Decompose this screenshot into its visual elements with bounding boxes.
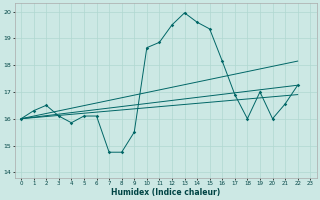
X-axis label: Humidex (Indice chaleur): Humidex (Indice chaleur) — [111, 188, 220, 197]
